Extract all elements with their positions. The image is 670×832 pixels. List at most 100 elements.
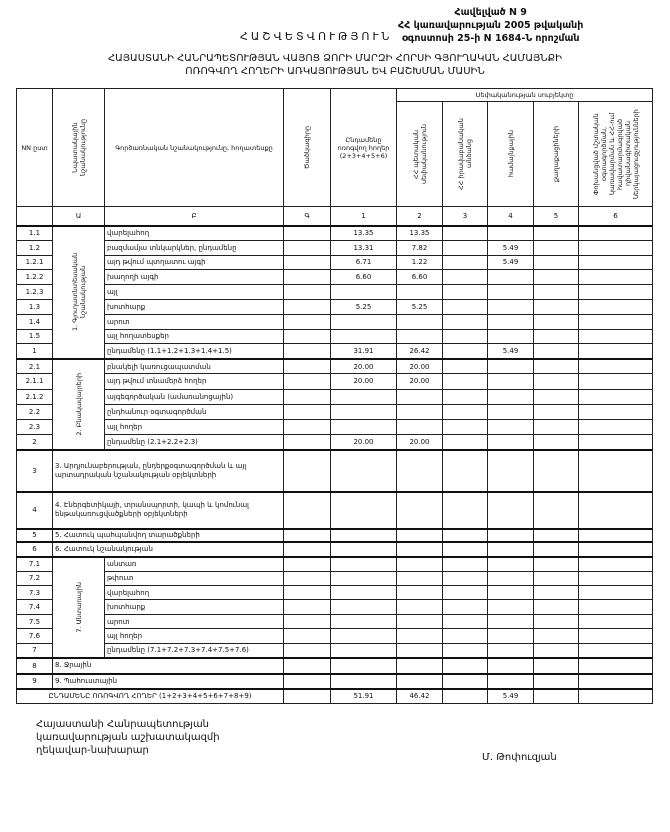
- row-number: 7.6: [16, 628, 53, 644]
- value-cell: [533, 343, 579, 360]
- value-cell: [396, 555, 443, 572]
- row-number: 1.3: [16, 298, 53, 315]
- row-description: վարելահող: [104, 224, 284, 241]
- value-cell: [487, 313, 534, 330]
- value-cell: [577, 434, 654, 451]
- row-description: 8. Ջրային: [52, 656, 284, 675]
- value-cell: [330, 284, 397, 300]
- column-index: [16, 206, 53, 226]
- value-cell: 7.82: [396, 239, 443, 256]
- code-cell: [283, 224, 331, 241]
- header-citizens: քաղաքացիների: [533, 101, 579, 207]
- group-label-cell: 2. Բնակավայրերի: [52, 357, 105, 451]
- header-community: համայնքային: [487, 101, 534, 207]
- value-cell: [533, 628, 579, 644]
- value-cell: [533, 527, 579, 543]
- row-number: 2.1.1: [16, 373, 53, 390]
- value-cell: [577, 373, 654, 390]
- value-cell: [533, 585, 579, 601]
- table-row: 2 ընդամենը (2.1+2.2+2.3) 20.00 20.00: [16, 434, 654, 451]
- row-number: 7: [16, 642, 53, 659]
- value-cell: [577, 343, 654, 360]
- value-cell: 5.49: [487, 343, 534, 360]
- header-legal-entities: ՀՀ իրավաբանական անձանց: [442, 101, 488, 207]
- value-cell: [487, 672, 534, 690]
- value-cell: [396, 284, 443, 300]
- column-index: Բ: [104, 206, 284, 226]
- code-cell: [283, 254, 331, 271]
- value-cell: [442, 570, 488, 587]
- code-cell: [283, 269, 331, 286]
- value-cell: [577, 570, 654, 587]
- value-cell: [396, 599, 443, 615]
- value-cell: [330, 418, 397, 436]
- header-state-label: ՀՀ պետական սեփականություն: [411, 123, 428, 185]
- value-cell: [533, 434, 579, 451]
- value-cell: [487, 357, 534, 375]
- table-row: 9 9. Պահուստային: [16, 672, 654, 690]
- header-transferred-label: Փոխանցված մշտական օգտագործման, կառավարմա…: [591, 109, 640, 199]
- value-cell: [487, 284, 534, 300]
- column-index: 3: [442, 206, 488, 226]
- position-line: ղեկավար-նախարար: [36, 745, 149, 756]
- value-cell: [396, 527, 443, 543]
- value-cell: [577, 687, 654, 705]
- row-description: խոտհարք: [104, 298, 284, 315]
- value-cell: 51.91: [330, 687, 397, 705]
- code-cell: [283, 672, 331, 690]
- value-cell: [442, 490, 488, 530]
- table-row: 2.1.2 այգեգործական (ամառանոցային): [16, 388, 654, 405]
- row-number: 2.2: [16, 403, 53, 420]
- value-cell: [533, 403, 579, 420]
- row-number: 5: [16, 527, 53, 543]
- value-cell: [533, 254, 579, 271]
- row-description: ընդհանուր օգտագործման: [104, 403, 284, 420]
- value-cell: [442, 687, 488, 705]
- row-number: 1.5: [16, 328, 53, 345]
- value-cell: [396, 403, 443, 420]
- value-cell: [330, 642, 397, 659]
- table-row: 1.2.3 այլ: [16, 284, 654, 300]
- value-cell: [577, 599, 654, 615]
- code-cell: [283, 328, 331, 345]
- annex-line: ՀՀ կառավարության 2005 թվականի: [398, 20, 584, 31]
- value-cell: [442, 527, 488, 543]
- value-cell: [442, 357, 488, 375]
- row-description: արոտ: [104, 613, 284, 630]
- value-cell: [577, 628, 654, 644]
- value-cell: 6.60: [330, 269, 397, 286]
- value-cell: 5.49: [487, 254, 534, 271]
- value-cell: 20.00: [330, 373, 397, 390]
- value-cell: [330, 448, 397, 493]
- table-row: 2.2 ընդհանուր օգտագործման: [16, 403, 654, 420]
- code-cell: [283, 403, 331, 420]
- code-cell: [283, 599, 331, 615]
- code-cell: [283, 239, 331, 256]
- code-cell: [283, 343, 331, 360]
- value-cell: [533, 239, 579, 256]
- row-number: 7.1: [16, 555, 53, 572]
- row-number: 1.2.1: [16, 254, 53, 271]
- value-cell: [330, 628, 397, 644]
- value-cell: [577, 254, 654, 271]
- value-cell: [577, 613, 654, 630]
- code-cell: [283, 490, 331, 530]
- value-cell: [442, 613, 488, 630]
- value-cell: [396, 418, 443, 436]
- signer-name: Մ. Թոփուզյան: [482, 752, 557, 763]
- value-cell: [577, 418, 654, 436]
- row-description: 3. Արդյունաբերության, ընդերքօգտագործման …: [52, 448, 284, 493]
- value-cell: 20.00: [330, 434, 397, 451]
- value-cell: [330, 540, 397, 558]
- row-description: վարելահող: [104, 585, 284, 601]
- code-cell: [283, 357, 331, 375]
- row-description: խոտհարք: [104, 599, 284, 615]
- value-cell: 5.49: [487, 239, 534, 256]
- value-cell: [442, 284, 488, 300]
- value-cell: [577, 540, 654, 558]
- table-row: 1.2.2 խաղողի այգի 6.60 6.60: [16, 269, 654, 286]
- value-cell: [330, 672, 397, 690]
- value-cell: [442, 555, 488, 572]
- group-label-cell: 7. Անտառային: [52, 555, 105, 659]
- heading-line: ՀԱՅԱՍՏԱՆԻ ՀԱՆՐԱՊԵՏՈՒԹՅԱՆ ՎԱՅՈՑ ՁՈՐԻ ՄԱՐԶ…: [107, 53, 563, 64]
